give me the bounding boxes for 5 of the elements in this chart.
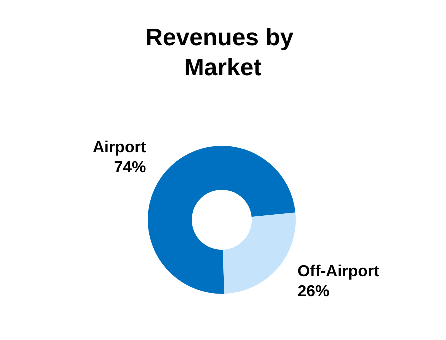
chart-title: Revenues by Market xyxy=(146,24,300,82)
slice-label: Airport xyxy=(92,140,147,157)
data-label: 74% xyxy=(114,160,146,177)
slice-label: Off-Airport xyxy=(298,263,380,280)
data-label: 26% xyxy=(298,283,330,300)
